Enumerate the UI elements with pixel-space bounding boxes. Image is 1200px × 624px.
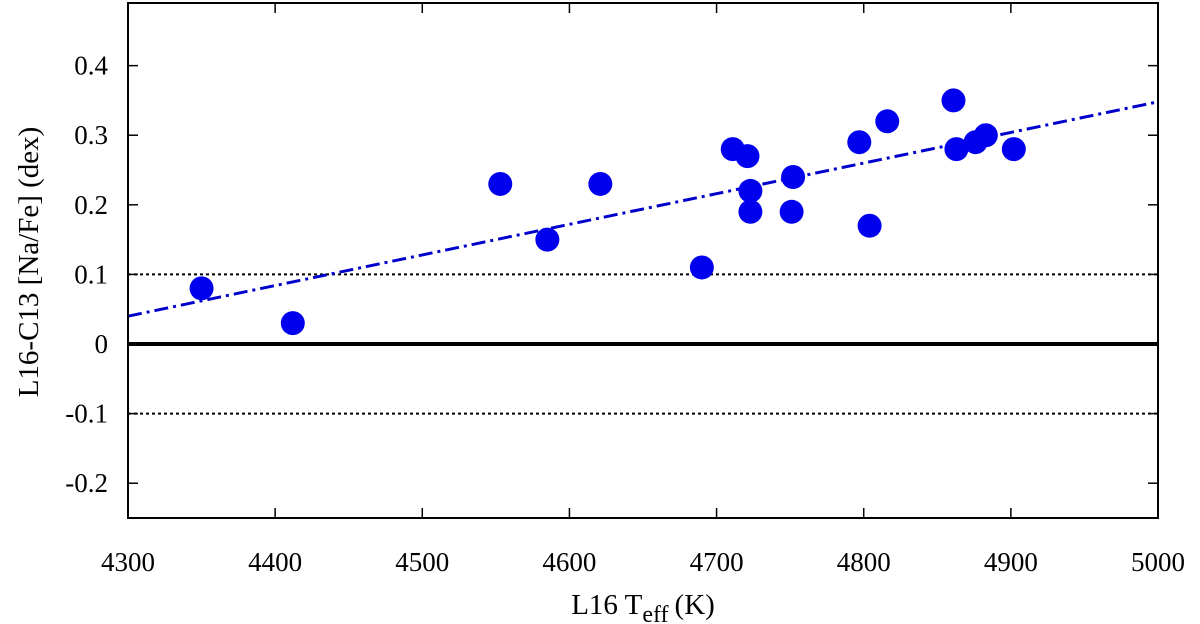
- data-point: [735, 144, 760, 169]
- y-tick-label: -0.2: [65, 468, 108, 498]
- x-axis-title: L16 Teff (K): [571, 589, 715, 624]
- plot-frame: [127, 2, 1159, 519]
- x-tick-label: 5000: [1131, 547, 1185, 577]
- x-tick-label: 4300: [101, 547, 155, 577]
- y-tick-label: 0.2: [74, 190, 108, 220]
- x-tick-label: 4400: [248, 547, 302, 577]
- data-point: [189, 276, 214, 301]
- data-point: [973, 123, 998, 148]
- data-point: [944, 137, 969, 162]
- x-tick-label: 4900: [984, 547, 1038, 577]
- data-point: [779, 199, 804, 224]
- x-axis-ticks: 4300 4400 4500 4600 4700 4800 4900 5000: [101, 3, 1185, 577]
- x-tick-label: 4600: [542, 547, 596, 577]
- data-point: [847, 130, 872, 155]
- data-point: [738, 178, 763, 203]
- y-tick-label: 0.1: [74, 259, 108, 289]
- data-point: [535, 227, 560, 252]
- x-axis-title-main: L16 T: [571, 589, 642, 621]
- x-axis-title-subscript: eff: [642, 602, 668, 624]
- y-axis-ticks: -0.2 -0.1 0 0.1 0.2 0.3 0.4: [65, 51, 1158, 498]
- data-point: [488, 171, 513, 196]
- data-point: [738, 199, 763, 224]
- data-point: [280, 311, 305, 336]
- y-axis-title: L16-C13 [Na/Fe] (dex): [13, 127, 45, 398]
- x-tick-label: 4700: [690, 547, 744, 577]
- x-axis-title-unit: (K): [675, 589, 715, 621]
- data-point: [689, 255, 714, 280]
- data-point: [857, 213, 882, 238]
- data-point: [1001, 137, 1026, 162]
- data-point: [781, 164, 806, 189]
- fit-line-group: [127, 100, 1159, 318]
- x-tick-label: 4500: [395, 547, 449, 577]
- y-tick-label: -0.1: [65, 399, 108, 429]
- x-tick-label: 4800: [837, 547, 891, 577]
- data-point: [588, 171, 613, 196]
- y-tick-label: 0.4: [74, 51, 108, 81]
- y-tick-label: 0.3: [74, 120, 108, 150]
- data-points: [189, 88, 1026, 336]
- fit-line: [127, 100, 1159, 318]
- data-point: [875, 109, 900, 134]
- data-point: [941, 88, 966, 113]
- reference-lines: [128, 273, 1158, 415]
- y-tick-label: 0: [95, 329, 109, 359]
